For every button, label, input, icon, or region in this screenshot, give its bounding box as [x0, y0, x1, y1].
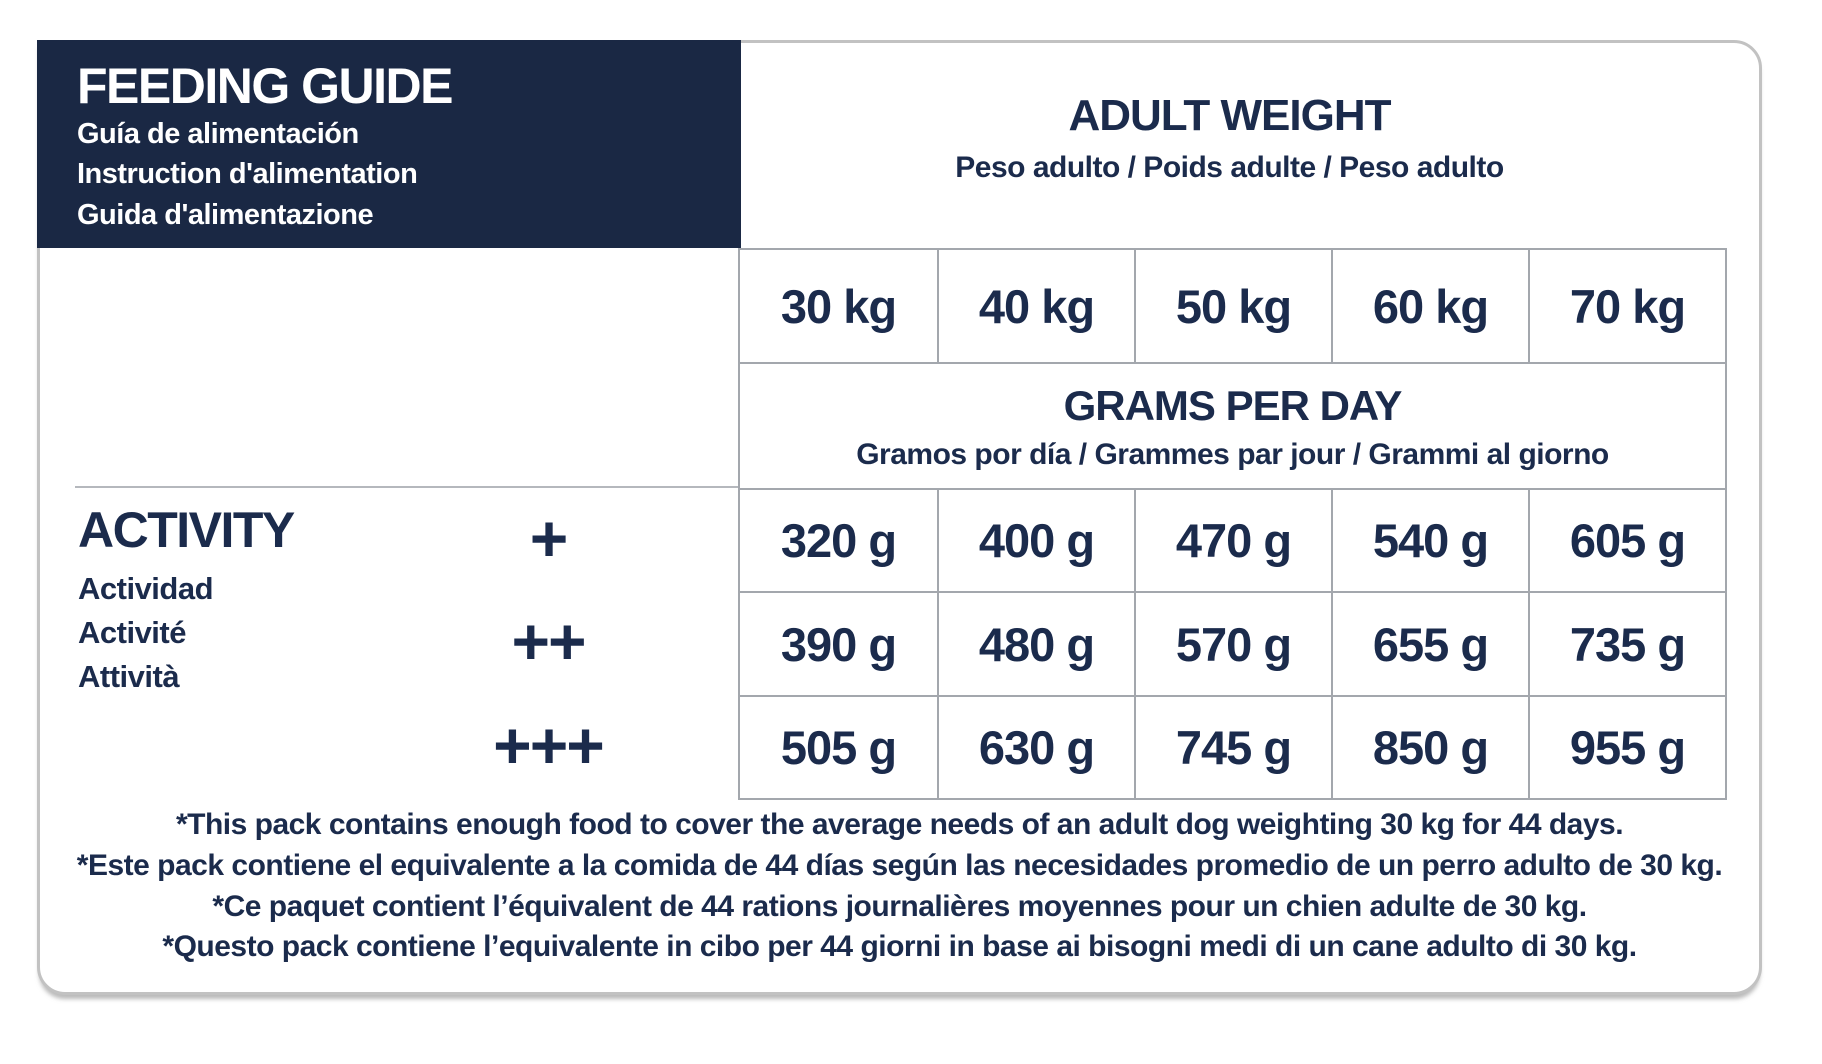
grams-value-cell: 470 g — [1134, 488, 1331, 591]
footnote-es: *Este pack contiene el equivalente a la … — [76, 848, 1723, 882]
activity-subtitle-es: Actividad — [78, 571, 214, 606]
grams-value-cell: 655 g — [1331, 591, 1528, 695]
footnote-fr: *Ce paquet contient l’équivalent de 44 r… — [212, 889, 1587, 923]
weight-column-header: 50 kg — [1134, 250, 1331, 362]
feeding-guide-subtitle-es: Guía de alimentación — [77, 117, 359, 150]
feeding-table: 30 kg 40 kg 50 kg 60 kg 70 kg GRAMS PER … — [738, 248, 1727, 800]
grams-value-cell: 320 g — [740, 488, 937, 591]
adult-weight-title: ADULT WEIGHT — [1068, 91, 1391, 140]
footnotes: *This pack contains enough food to cover… — [58, 805, 1741, 968]
feeding-guide-header: FEEDING GUIDE Guía de alimentación Instr… — [37, 40, 741, 248]
adult-weight-subtitle: Peso adulto / Poids adulte / Peso adulto — [955, 151, 1504, 184]
footnote-en: *This pack contains enough food to cover… — [175, 808, 1624, 841]
activity-subtitle-fr: Activité — [78, 615, 186, 651]
weight-column-header: 60 kg — [1331, 250, 1528, 362]
activity-header: ACTIVITY Actividad Activité Attività — [78, 501, 295, 699]
grams-value-cell: 505 g — [740, 695, 937, 798]
feeding-guide-title: FEEDING GUIDE — [77, 58, 453, 114]
feeding-guide-card: FEEDING GUIDE Guía de alimentación Instr… — [37, 40, 1762, 995]
grams-value-cell: 480 g — [937, 591, 1134, 695]
activity-level-high: +++ — [493, 707, 605, 782]
grams-per-day-title: GRAMS PER DAY — [1063, 382, 1403, 429]
grams-value-cell: 570 g — [1134, 591, 1331, 695]
grams-per-day-band: GRAMS PER DAY Gramos por día / Grammes p… — [740, 362, 1725, 488]
grams-value-cell: 540 g — [1331, 488, 1528, 591]
feeding-guide-subtitle-fr: Instruction d'alimentation — [77, 158, 418, 191]
activity-level-low: + — [529, 500, 569, 575]
grams-per-day-subtitle: Gramos por día / Grammes par jour / Gram… — [856, 438, 1609, 471]
grams-value-cell: 400 g — [937, 488, 1134, 591]
activity-title: ACTIVITY — [78, 502, 295, 558]
weight-column-header: 30 kg — [780, 279, 897, 333]
grams-value-cell: 735 g — [1528, 591, 1725, 695]
adult-weight-header: ADULT WEIGHT Peso adulto / Poids adulte … — [708, 91, 1751, 185]
grams-value-cell: 850 g — [1331, 695, 1528, 798]
feeding-guide-subtitle-it: Guida d'alimentazione — [77, 198, 374, 231]
grams-value-cell: 955 g — [1528, 695, 1725, 798]
grams-value-cell: 745 g — [1134, 695, 1331, 798]
activity-level-medium: ++ — [511, 604, 586, 678]
weight-column-header: 40 kg — [937, 250, 1134, 362]
grams-value-cell: 390 g — [740, 591, 937, 695]
weight-column-header: 70 kg — [1528, 250, 1725, 362]
activity-separator-line — [75, 486, 738, 488]
footnote-it: *Questo pack contiene l’equivalente in c… — [162, 930, 1637, 964]
activity-subtitle-it: Attività — [78, 659, 180, 695]
grams-value-cell: 630 g — [937, 695, 1134, 798]
grams-value-cell: 605 g — [1528, 488, 1725, 591]
